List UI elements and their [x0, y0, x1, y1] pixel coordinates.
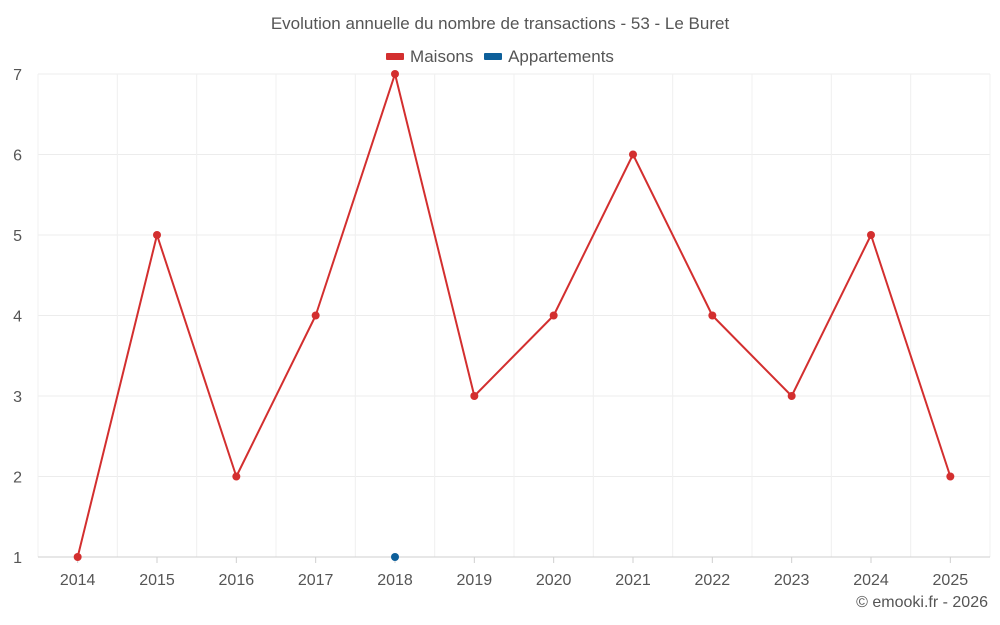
x-tick-label: 2019: [457, 572, 493, 589]
data-point-maisons-2014: [73, 553, 82, 561]
data-point-maisons-2021: [629, 150, 637, 159]
y-tick-label: 6: [13, 148, 22, 165]
chart-title: Evolution annuelle du nombre de transact…: [270, 14, 730, 33]
data-point-maisons-2017: [311, 311, 320, 320]
x-tick-label: 2021: [615, 572, 651, 589]
legend-label-maisons: Maisons: [410, 46, 474, 66]
y-tick-label: 3: [13, 389, 22, 406]
data-point-maisons-2023: [787, 392, 796, 400]
chart-legend: Maisons Appartements: [0, 45, 1000, 67]
y-tick-label: 5: [13, 228, 22, 245]
data-point-maisons-2016: [232, 472, 241, 481]
legend-swatch-appartements: [484, 53, 503, 60]
x-tick-label: 2025: [933, 572, 969, 589]
y-tick-label: 1: [13, 550, 22, 567]
data-point-maisons-2025: [946, 472, 955, 481]
data-point-appartements-2018: [391, 553, 399, 561]
x-tick-label: 2018: [377, 572, 413, 589]
y-tick-label: 2: [13, 470, 22, 487]
x-tick-label: 2022: [695, 572, 731, 589]
x-tick-label: 2020: [536, 572, 572, 589]
legend-swatch-maisons: [386, 53, 405, 60]
data-point-maisons-2019: [470, 392, 479, 400]
x-tick-label: 2023: [774, 572, 810, 589]
x-tick-label: 2015: [139, 572, 175, 589]
x-tick-label: 2017: [298, 572, 334, 589]
x-tick-label: 2024: [853, 572, 889, 589]
series-line-maisons: [76, 73, 952, 558]
legend-item-appartements[interactable]: Appartements: [484, 47, 614, 67]
x-tick-label: 2016: [219, 572, 255, 589]
legend-item-maisons[interactable]: Maisons: [386, 47, 473, 67]
data-point-maisons-2022: [708, 311, 717, 320]
legend-label-appartements: Appartements: [508, 46, 614, 66]
data-point-maisons-2020: [549, 311, 558, 320]
credit-text: © emooki.fr - 2026: [856, 594, 988, 611]
data-point-maisons-2015: [153, 231, 161, 239]
y-tick-label: 4: [13, 309, 22, 326]
y-tick-label: 7: [13, 67, 22, 84]
data-point-maisons-2018: [391, 70, 399, 78]
x-tick-label: 2014: [60, 572, 96, 589]
data-point-maisons-2024: [867, 231, 875, 239]
